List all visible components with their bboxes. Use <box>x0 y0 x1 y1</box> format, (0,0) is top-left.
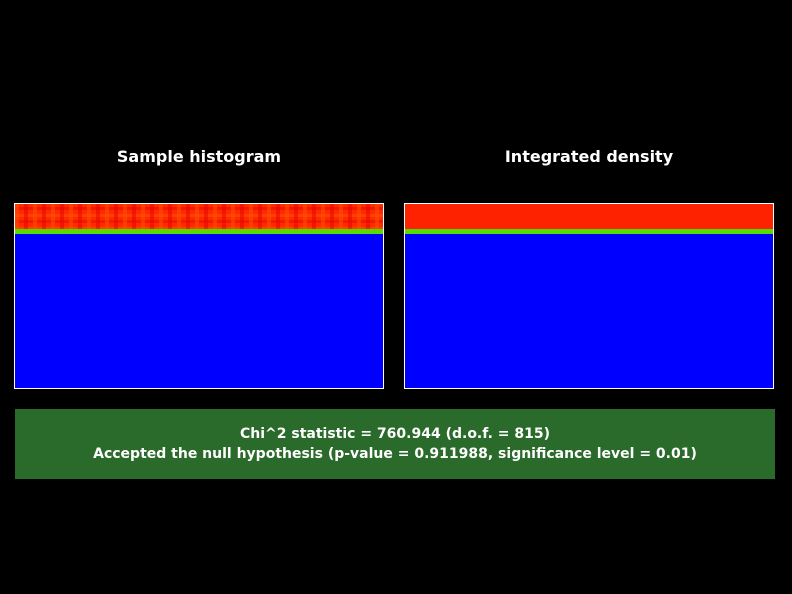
sample-histogram-title: Sample histogram <box>116 147 282 166</box>
integrated-density-title: Integrated density <box>504 147 674 166</box>
integrated-density-band-edge <box>405 229 773 234</box>
chi-square-statistic-text: Chi^2 statistic = 760.944 (d.o.f. = 815) <box>239 426 550 442</box>
integrated-density-panel <box>404 203 774 389</box>
sample-histogram-high-density-band <box>15 204 383 229</box>
sample-histogram-band-edge <box>15 229 383 234</box>
integrated-density-high-density-band <box>405 204 773 229</box>
sample-histogram-panel <box>14 203 384 389</box>
hypothesis-result-text: Accepted the null hypothesis (p-value = … <box>93 446 697 462</box>
test-result-box: Chi^2 statistic = 760.944 (d.o.f. = 815)… <box>15 409 775 479</box>
